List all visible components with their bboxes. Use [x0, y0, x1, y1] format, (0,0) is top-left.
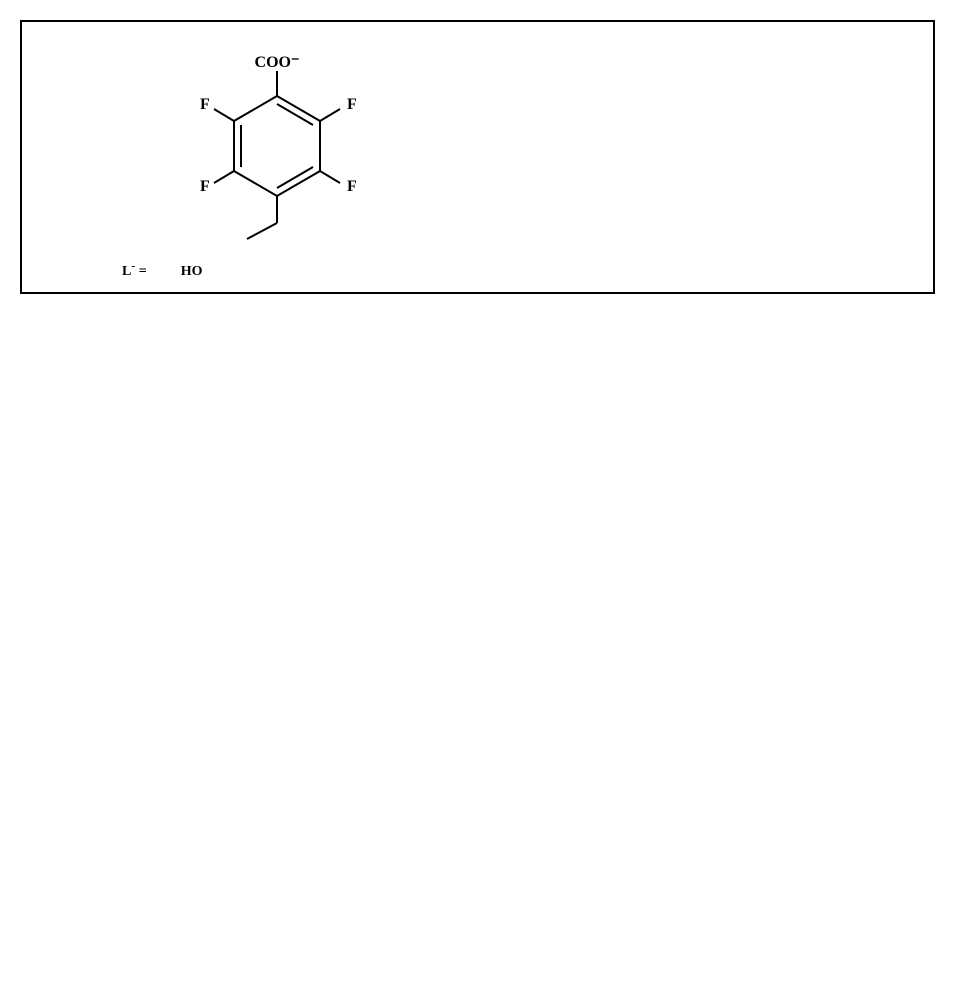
data-table: COO⁻ F F F F L- = HO: [20, 20, 935, 294]
atom-f: F: [200, 96, 210, 113]
atom-f: F: [347, 96, 357, 113]
ligand-l-label: L- =: [122, 259, 147, 282]
atom-f: F: [200, 178, 210, 195]
ligand-ho-label: HO: [181, 262, 203, 282]
ligand-structure-row: COO⁻ F F F F L- = HO: [21, 21, 934, 293]
molecule-diagram: COO⁻ F F F F: [162, 51, 392, 253]
atom-f: F: [347, 178, 357, 195]
atom-coo: COO⁻: [255, 54, 300, 71]
